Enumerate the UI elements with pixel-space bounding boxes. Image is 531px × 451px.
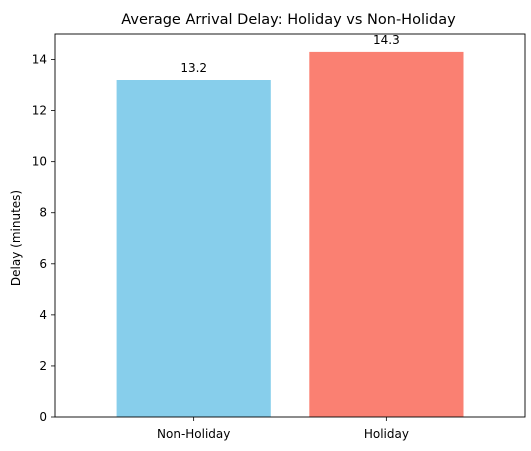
x-tick-label: Non-Holiday	[157, 427, 230, 441]
y-tick-label: 8	[39, 206, 47, 220]
x-tick-label: Holiday	[364, 427, 409, 441]
y-tick-label: 4	[39, 308, 47, 322]
chart-title: Average Arrival Delay: Holiday vs Non-Ho…	[121, 12, 456, 28]
y-tick-label: 2	[39, 359, 47, 373]
y-axis-label: Delay (minutes)	[9, 190, 23, 286]
y-tick-label: 10	[32, 155, 47, 169]
data-label: 14.3	[373, 33, 400, 47]
data-label: 13.2	[180, 61, 207, 75]
plot-area: 13.2 Non-Holiday 14.3 Holiday 0 2 4 6 8 10 12 14	[32, 33, 526, 441]
plot-frame	[54, 33, 526, 418]
bar-non-holiday	[116, 80, 271, 417]
y-tick-label: 12	[32, 104, 47, 118]
y-tick-label: 0	[39, 410, 47, 424]
y-tick-label: 6	[39, 257, 47, 271]
y-tick-label: 14	[32, 53, 47, 67]
bar-holiday	[309, 51, 464, 418]
